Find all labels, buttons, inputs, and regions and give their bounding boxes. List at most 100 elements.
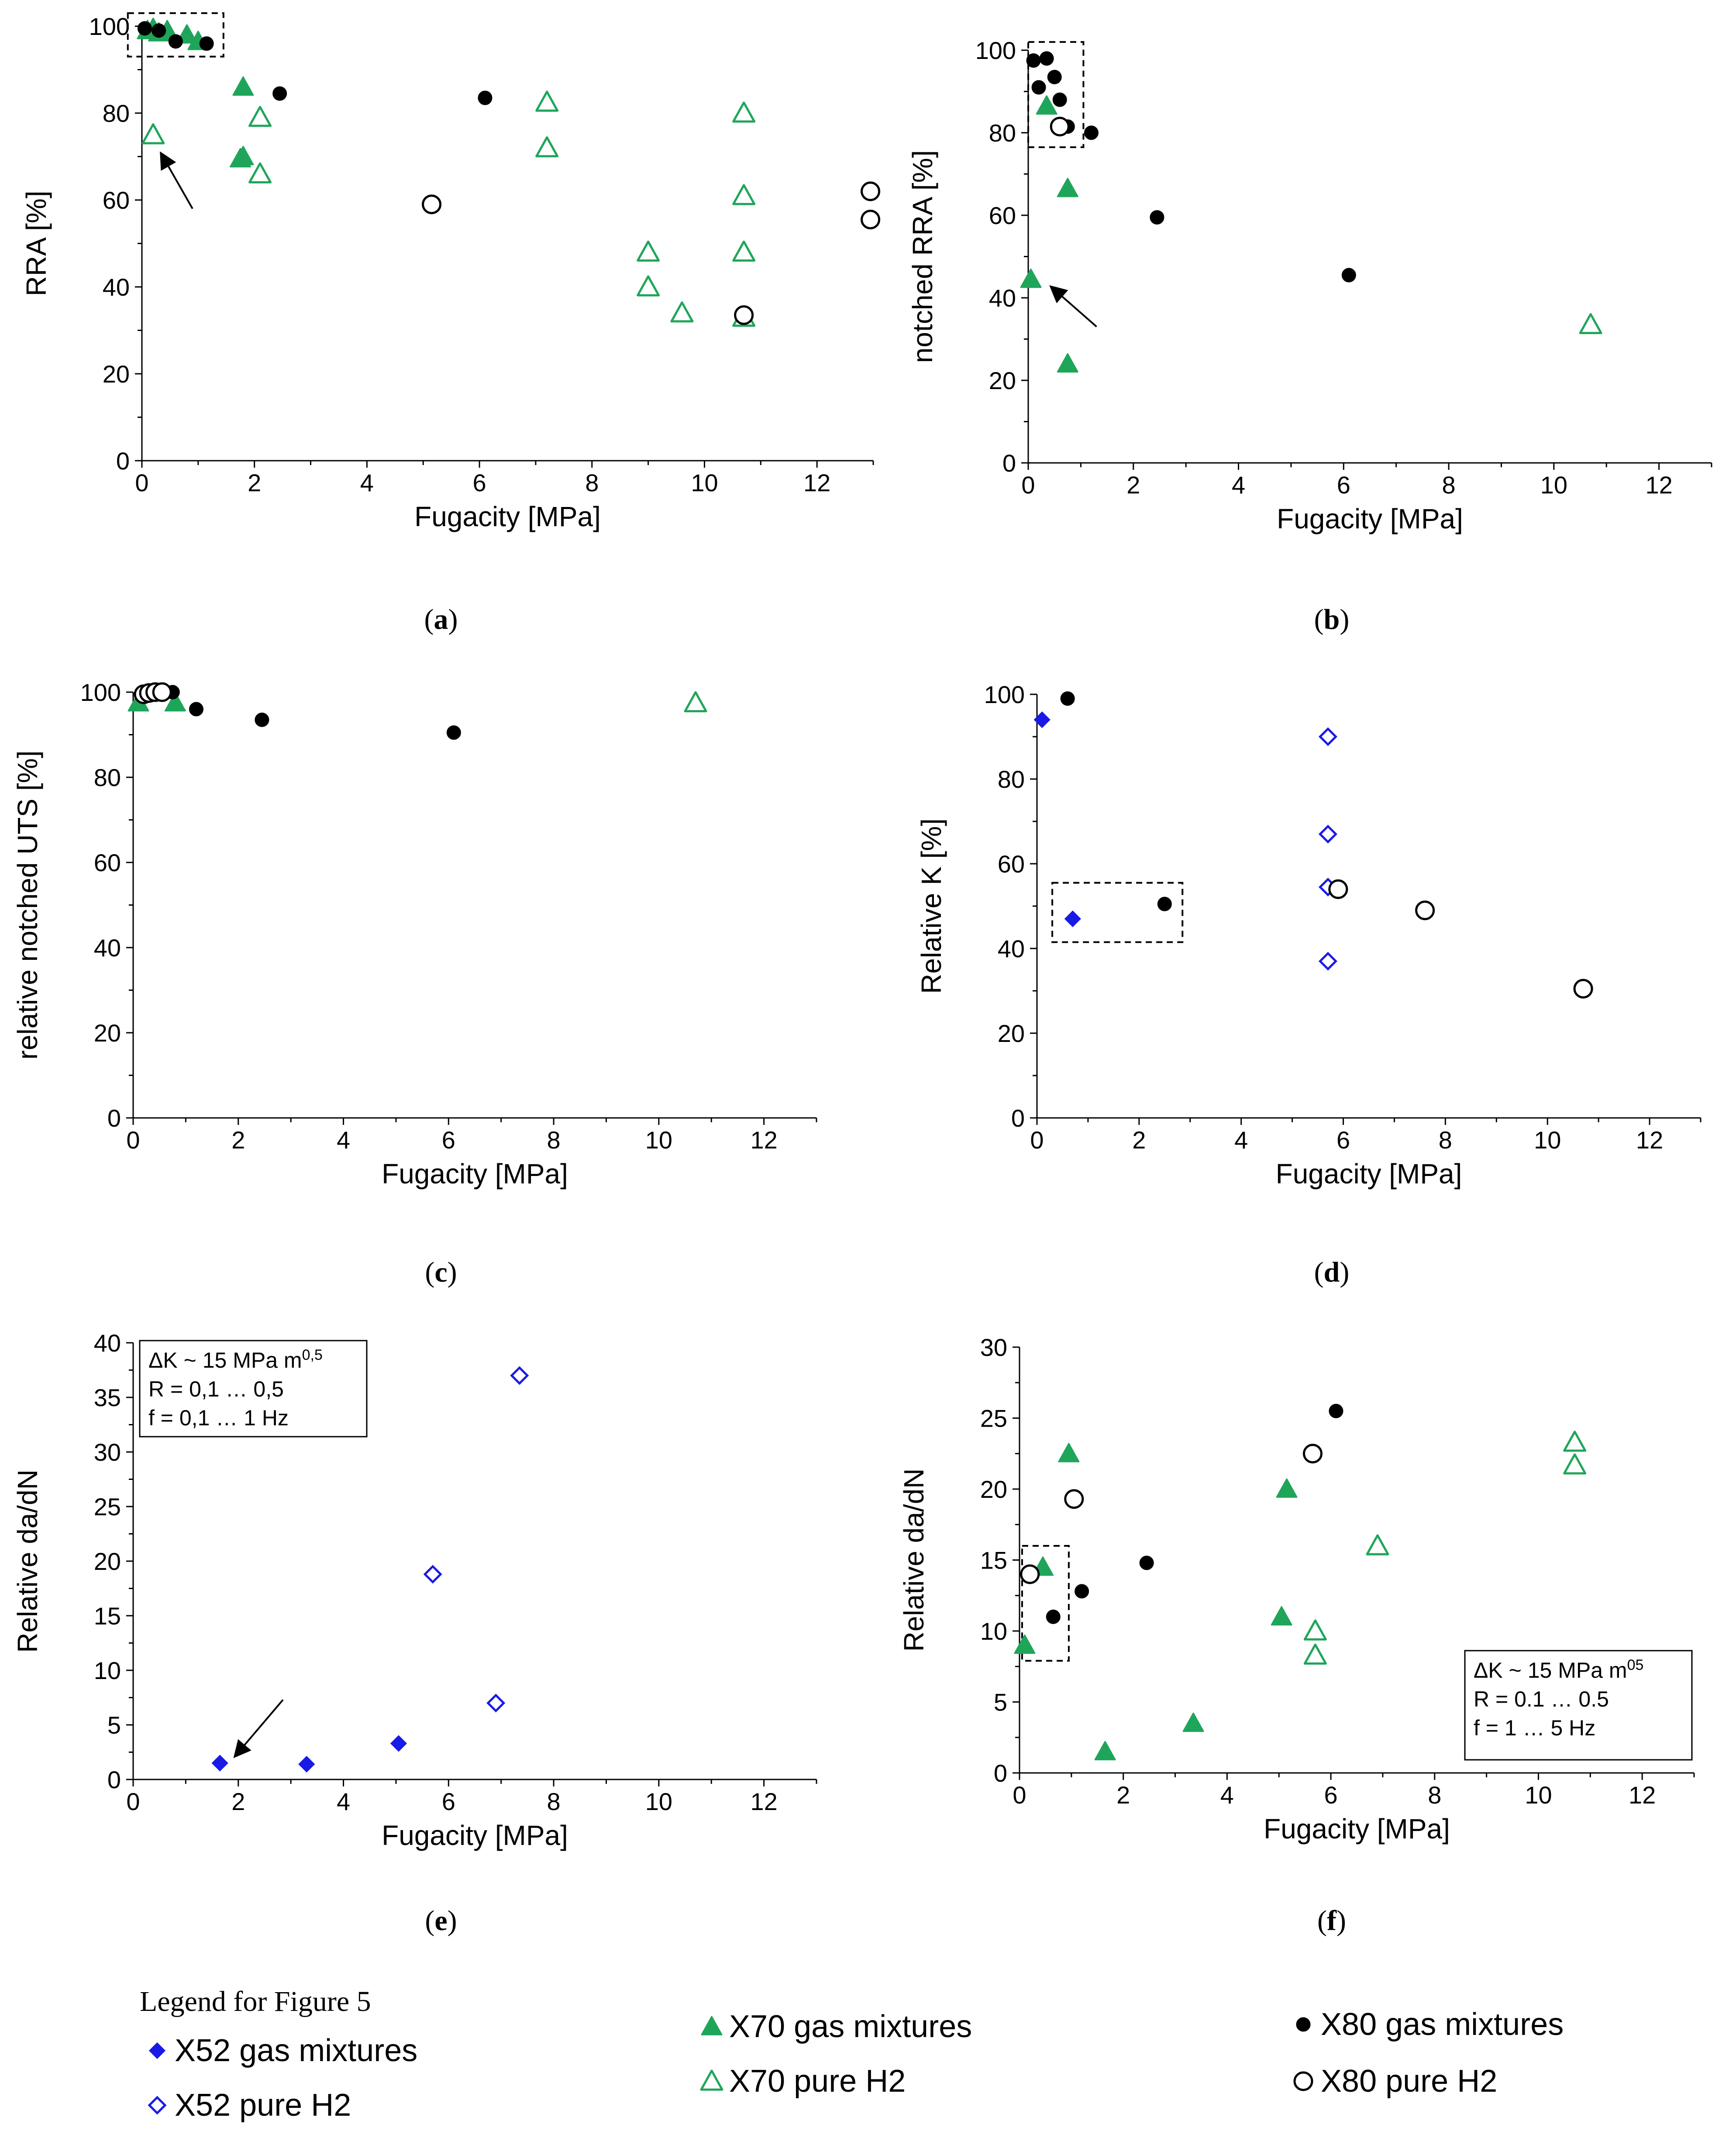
y-tick-label: 0 [107,1766,121,1793]
y-tick-label: 35 [94,1384,121,1411]
y-axis-title: relative notched UTS [%] [12,751,43,1060]
y-tick-label: 20 [103,360,130,388]
x-axis-title: Fugacity [MPa] [1264,1813,1450,1845]
point-x70-pure-h2 [535,136,559,158]
x-tick-label: 6 [1337,471,1350,499]
x-tick-label: 0 [1013,1781,1026,1809]
panel-caption: (d) [1314,1256,1350,1288]
point-x70-gas-mixtures [1276,1478,1298,1498]
point-x80-pure-h2 [861,210,881,230]
highlight-box [1027,41,1085,148]
legend-label-x70-pure-h2: X70 pure H2 [729,2064,906,2099]
point-x70-gas-mixtures [232,76,254,96]
point-x70-pure-h2 [248,106,272,127]
y-tick-label: 20 [94,1019,121,1047]
point-x80-pure-h2 [1020,1564,1040,1584]
highlight-box [127,12,224,58]
point-x52-pure-h2 [1318,824,1337,844]
y-tick-label: 15 [980,1547,1007,1574]
point-x52-gas-mixtures [298,1755,315,1773]
point-x80-pure-h2 [1302,1444,1323,1464]
point-x70-gas-mixtures [1057,178,1078,197]
point-x70-gas-mixtures [1271,1606,1292,1626]
point-x52-pure-h2 [1318,727,1337,746]
point-x70-pure-h2 [1303,1643,1327,1665]
point-x52-pure-h2 [423,1565,442,1584]
point-x70-gas-mixtures [1036,95,1057,115]
panel-caption: (e) [425,1905,457,1937]
point-x70-pure-h2 [248,162,272,183]
panel-b: 0 2 4 6 8 10 12 0 20 40 60 80 100 Fugacity [MPa] notch… [907,37,1712,635]
point-x52-pure-h2 [1318,952,1337,971]
legend-label-x80-pure-h2: X80 pure H2 [1321,2064,1497,2099]
point-x80-gas-mixtures [478,90,493,105]
point-x52-gas-mixtures [211,1755,228,1772]
point-x80-gas-mixtures [1150,210,1164,225]
point-x80-gas-mixtures [255,712,269,727]
x-tick-label: 8 [547,1788,560,1815]
x-tick-label: 4 [1234,1126,1248,1154]
point-x70-gas-mixtures [1058,1443,1080,1462]
x-tick-label: 0 [1030,1126,1044,1154]
x-tick-label: 10 [645,1126,672,1154]
x-tick-label: 2 [231,1126,245,1154]
point-x70-gas-mixtures [1094,1741,1116,1761]
y-tick-label: 5 [107,1711,121,1739]
point-x70-pure-h2 [1579,313,1602,334]
point-x70-pure-h2 [732,101,756,123]
x-axis-title: Fugacity [MPa] [1276,1158,1462,1190]
point-x80-gas-mixtures [152,23,166,38]
y-tick-label: 80 [94,764,121,791]
y-axis-title: Relative da/dN [12,1469,43,1653]
panel-e: 0 2 4 6 8 10 12 0 5 10 15 20 25 30 35 40 Fugacity [MPa] R… [12,1329,817,1937]
annotation-line-1: ΔK ~ 15 MPa m05 [1474,1657,1643,1683]
point-x80-pure-h2 [1050,117,1070,137]
x-tick-label: 10 [1525,1781,1552,1809]
y-tick-label: 0 [994,1759,1007,1787]
x-tick-label: 2 [231,1788,245,1815]
point-x80-gas-mixtures [137,21,152,36]
y-tick-label: 100 [984,681,1025,708]
point-x70-gas-mixtures [1014,1634,1036,1654]
x-tick-label: 2 [1126,471,1140,499]
y-axis-title: RRA [%] [21,191,52,297]
x-axis-title: Fugacity [MPa] [414,501,601,532]
y-tick-label: 0 [1002,449,1016,477]
point-x80-gas-mixtures [1084,125,1099,140]
point-x80-pure-h2 [1573,979,1593,999]
y-tick-label: 5 [994,1689,1007,1716]
point-x70-pure-h2 [670,301,694,323]
point-x70-gas-mixtures [229,148,251,168]
point-x80-gas-mixtures [1060,691,1075,706]
point-x80-gas-mixtures [1046,1610,1061,1624]
x-tick-label: 0 [135,469,148,497]
x-tick-label: 4 [337,1788,350,1815]
point-x70-pure-h2 [1303,1619,1327,1641]
x-tick-label: 2 [1116,1781,1130,1809]
point-x80-gas-mixtures [1026,53,1041,68]
point-x70-gas-mixtures [1020,268,1042,288]
x-tick-label: 4 [360,469,374,497]
point-x80-gas-mixtures [168,34,183,49]
legend-label-x80-gas-mixtures: X80 gas mixtures [1321,2007,1564,2042]
x-tick-label: 2 [1132,1126,1146,1154]
panel-caption: (c) [425,1256,457,1288]
point-x52-gas-mixtures [390,1735,407,1752]
y-tick-label: 80 [103,100,130,127]
annotation-line-2: R = 0.1 … 0.5 [1474,1687,1609,1711]
point-x70-gas-mixtures [1182,1712,1204,1732]
panel-f: 0 2 4 6 8 10 12 0 5 10 15 20 25 30 Fugacity [MPa] Relat… [898,1334,1695,1937]
point-x52-gas-mixtures [1033,711,1051,728]
arrow [1049,285,1097,328]
panel-c: 0 2 4 6 8 10 12 0 20 40 60 80 100 Fugacity [MPa] relat… [12,679,817,1288]
x-tick-label: 10 [1534,1126,1561,1154]
x-tick-label: 12 [1645,471,1672,499]
point-x70-pure-h2 [637,275,660,297]
x-tick-label: 12 [750,1788,777,1815]
x-tick-label: 12 [1629,1781,1656,1809]
y-tick-label: 10 [94,1657,121,1684]
y-tick-label: 80 [998,766,1025,793]
annotation-box [139,1340,368,1438]
y-tick-label: 100 [89,13,130,40]
point-x80-gas-mixtures [1329,1403,1343,1418]
